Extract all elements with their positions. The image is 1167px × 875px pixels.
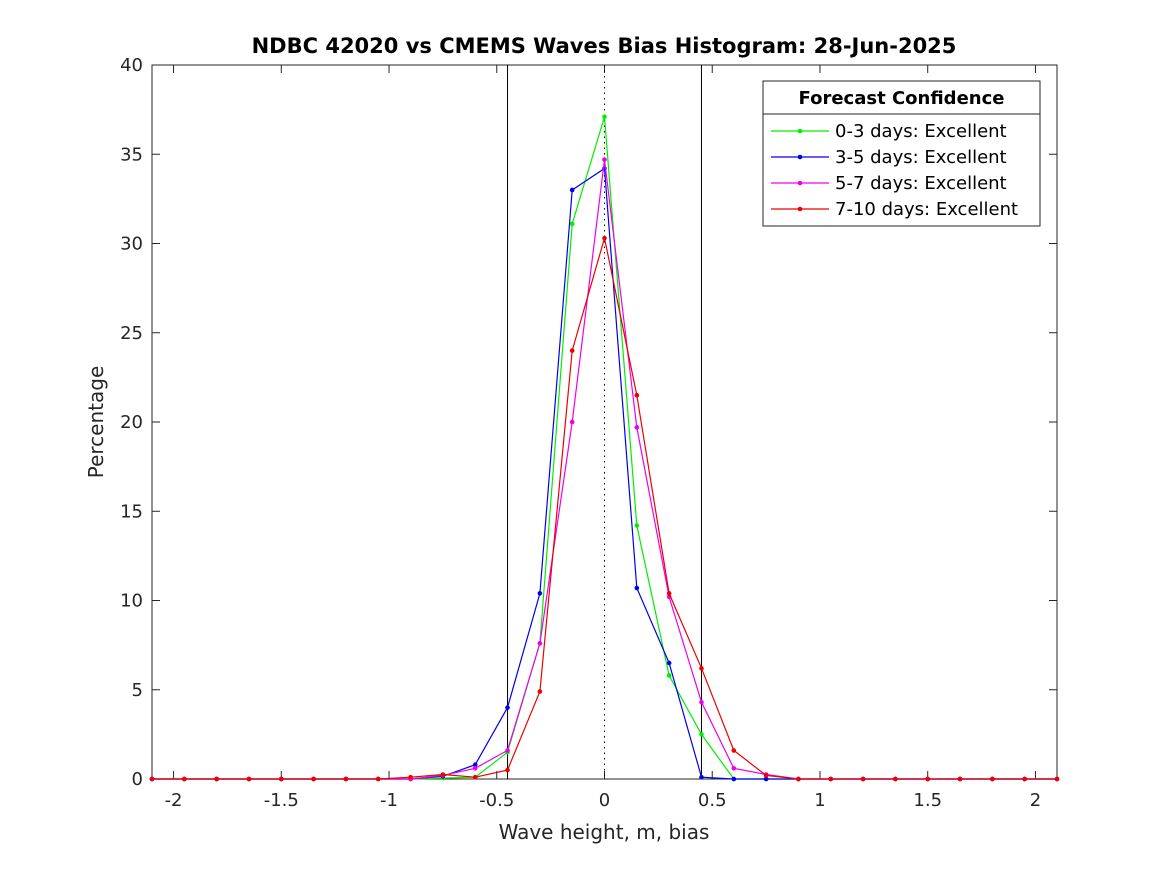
series-3-point: [699, 699, 704, 705]
series-4-point: [537, 689, 543, 694]
series-4-point: [893, 776, 898, 782]
legend-marker-4: [797, 206, 803, 212]
series-3-point: [731, 765, 737, 771]
y-tick-label: 40: [120, 55, 143, 76]
series-1-point: [699, 732, 704, 737]
y-tick-label: 5: [132, 680, 143, 701]
series-3-point: [472, 765, 478, 771]
series-3-point: [537, 641, 543, 646]
series-4-point: [278, 776, 284, 782]
x-tick-label: -2: [165, 790, 183, 811]
series-4-point: [666, 591, 672, 596]
series-4-point: [1054, 776, 1060, 782]
series-4-point: [472, 774, 478, 780]
series-4-point: [925, 776, 931, 782]
legend-marker-1: [797, 128, 803, 134]
legend-entry-4: 7-10 days: Excellent: [835, 199, 1018, 220]
x-tick-label: 1: [814, 790, 825, 811]
series-4-point: [860, 776, 866, 782]
series-4-point: [990, 776, 995, 782]
legend-entry-1: 0-3 days: Excellent: [835, 121, 1007, 142]
series-4-point: [214, 776, 219, 782]
y-tick-label: 15: [120, 501, 143, 522]
series-3-point: [602, 157, 607, 162]
x-tick-label: 0.5: [698, 790, 727, 811]
series-4-point: [634, 392, 640, 398]
series-2-point: [569, 187, 575, 193]
y-axis-label: Percentage: [84, 366, 108, 479]
series-2-point: [634, 585, 640, 591]
series-2-point: [505, 705, 510, 710]
series-4-point: [408, 774, 413, 780]
x-tick-label: 1.5: [913, 790, 942, 811]
series-4-point: [828, 776, 834, 782]
legend: Forecast Confidence 0-3 days: Excellent 3-…: [762, 80, 1041, 227]
series-4-point: [602, 235, 607, 241]
y-tick-label: 20: [120, 412, 143, 433]
series-4-point: [699, 666, 704, 671]
series-2-point: [537, 591, 543, 596]
series-4-point: [505, 767, 510, 773]
y-tick-label: 35: [120, 144, 143, 165]
legend-entry-3: 5-7 days: Excellent: [835, 173, 1007, 194]
x-tick-label: 0: [599, 790, 610, 811]
legend-title: Forecast Confidence: [799, 88, 1005, 109]
series-3-point: [505, 748, 510, 753]
legend-marker-3: [797, 180, 803, 186]
series-4-point: [149, 776, 155, 782]
x-tick-label: 2: [1030, 790, 1041, 811]
series-2-point: [731, 776, 737, 782]
series-2-point: [763, 776, 769, 782]
y-tick-label: 25: [120, 323, 143, 344]
y-tick-label: 10: [120, 591, 143, 612]
series-4-point: [182, 776, 187, 782]
legend-marker-2: [797, 154, 803, 160]
series-4-point: [957, 776, 963, 782]
series-2-point: [699, 774, 704, 780]
series-1-point: [602, 114, 607, 120]
series-4-point: [375, 776, 381, 782]
series-4-point: [796, 776, 801, 782]
series-4-point: [1022, 776, 1027, 782]
series-1-point: [634, 523, 640, 528]
series-1-point: [666, 673, 672, 678]
series-4-point: [763, 773, 769, 778]
x-tick-label: -1: [380, 790, 398, 811]
series-1-point: [569, 221, 575, 227]
series-4-point: [440, 772, 446, 777]
series-2-point: [666, 660, 672, 666]
series-2-point: [472, 762, 478, 768]
series-4-point: [343, 776, 349, 782]
series-4-point: [731, 748, 737, 753]
legend-entry-2: 3-5 days: Excellent: [835, 147, 1007, 168]
x-tick-label: -1.5: [264, 790, 299, 811]
series-4-point: [569, 348, 575, 353]
chart-title: NDBC 42020 vs CMEMS Waves Bias Histogram…: [252, 34, 957, 58]
y-tick-label: 30: [120, 234, 143, 255]
series-4-point: [311, 776, 316, 782]
legend-box: [762, 80, 1041, 227]
x-tick-label: -0.5: [479, 790, 514, 811]
series-4-point: [246, 776, 252, 782]
series-3-point: [634, 425, 640, 430]
y-tick-label: 0: [132, 769, 143, 790]
x-axis-label: Wave height, m, bias: [499, 820, 710, 844]
series-3-point: [569, 419, 575, 425]
